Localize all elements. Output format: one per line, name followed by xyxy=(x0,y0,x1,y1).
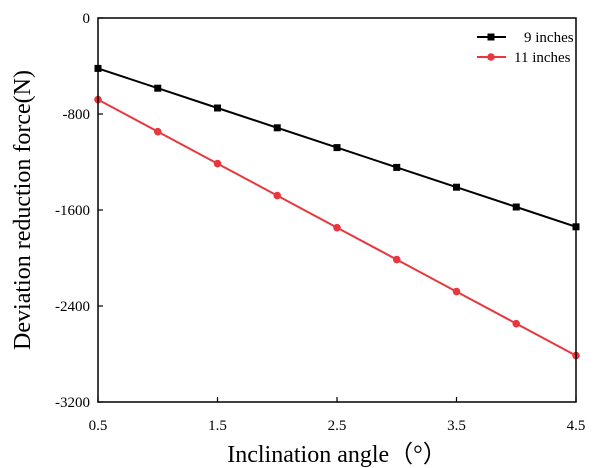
legend-marker-11-inches xyxy=(487,53,495,61)
data-point-11-inches xyxy=(512,319,521,328)
legend-marker-9-inches xyxy=(487,33,495,41)
data-point-9-inches xyxy=(393,163,401,171)
y-axis-title: Deviation reduction force(N) xyxy=(10,70,36,350)
data-point-11-inches xyxy=(392,255,401,264)
plot-frame xyxy=(97,17,577,403)
series-layer xyxy=(94,64,580,360)
x-tick-label: 2.5 xyxy=(328,418,347,434)
y-tick-label: -800 xyxy=(63,107,91,123)
data-point-9-inches xyxy=(214,104,221,112)
y-tick-label: -1600 xyxy=(55,203,90,219)
x-tick-label: 0.5 xyxy=(89,418,108,434)
y-tick-label: -3200 xyxy=(55,395,90,411)
x-tick-label: 4.5 xyxy=(567,418,586,434)
ticks-layer: 0 -800 -1600 -2400 -3200 0.5 1.5 2.5 3.5 4.5 xyxy=(55,11,585,434)
x-axis-title: Inclination angle（°） xyxy=(227,442,447,468)
data-point-9-inches xyxy=(333,144,341,152)
x-tick-label: 1.5 xyxy=(208,418,227,434)
data-point-9-inches xyxy=(273,124,281,132)
data-point-9-inches xyxy=(512,203,520,211)
data-point-11-inches xyxy=(213,159,222,168)
y-tick-label: -2400 xyxy=(55,299,90,315)
data-point-11-inches xyxy=(153,127,162,136)
data-point-9-inches xyxy=(453,183,460,191)
data-point-11-inches xyxy=(452,287,461,296)
data-point-11-inches xyxy=(273,191,282,200)
x-tick-label: 3.5 xyxy=(447,418,466,434)
plot-area: 0 -800 -1600 -2400 -3200 0.5 1.5 2.5 3.5 4.5 xyxy=(55,11,585,434)
y-tick-label: 0 xyxy=(83,11,91,27)
legend-label-9-inches: 9 inches xyxy=(524,30,574,46)
data-point-11-inches xyxy=(333,223,341,232)
legend: 9 inches 11 inches xyxy=(477,30,574,66)
legend-label-11-inches: 11 inches xyxy=(514,50,571,66)
data-point-9-inches xyxy=(154,84,162,92)
